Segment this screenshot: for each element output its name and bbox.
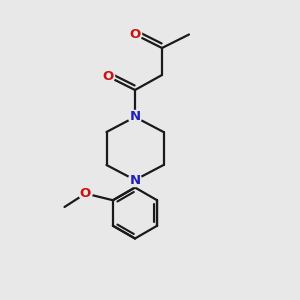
Circle shape (79, 187, 92, 200)
Circle shape (128, 28, 142, 41)
Circle shape (101, 70, 115, 83)
Circle shape (128, 110, 142, 124)
Text: N: N (129, 110, 141, 124)
Text: O: O (129, 28, 141, 41)
Text: O: O (80, 187, 91, 200)
Text: N: N (129, 173, 141, 187)
Text: O: O (102, 70, 114, 83)
Circle shape (128, 173, 142, 187)
